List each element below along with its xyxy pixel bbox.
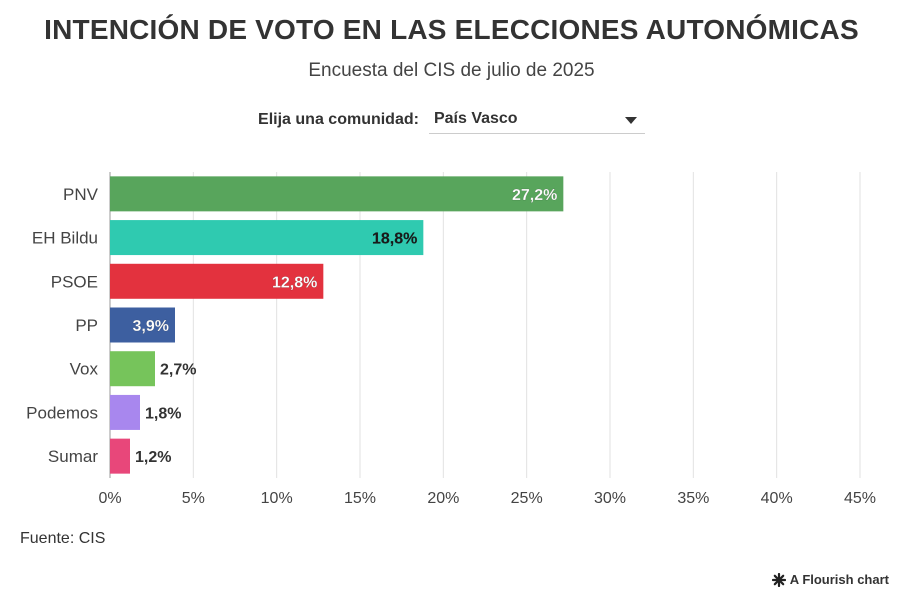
x-tick-label: 35% bbox=[677, 490, 709, 507]
chart-subtitle: Encuesta del CIS de julio de 2025 bbox=[308, 60, 595, 81]
x-tick-label: 20% bbox=[427, 490, 459, 507]
data-label: 2,7% bbox=[160, 362, 196, 379]
category-label: Podemos bbox=[26, 403, 98, 422]
flourish-credit[interactable]: A Flourish chart bbox=[771, 572, 889, 587]
category-label: PSOE bbox=[51, 272, 98, 291]
community-dropdown-value: País Vasco bbox=[433, 110, 518, 127]
x-tick-label: 40% bbox=[761, 490, 793, 507]
x-tick-label: 10% bbox=[261, 490, 293, 507]
bar bbox=[110, 263, 324, 299]
data-label: 3,9% bbox=[133, 318, 169, 335]
category-label: PP bbox=[75, 316, 98, 335]
data-label: 1,2% bbox=[135, 449, 171, 466]
category-label: Vox bbox=[70, 360, 99, 379]
chevron-down-icon bbox=[624, 117, 637, 124]
flourish-credit-label: A Flourish chart bbox=[789, 572, 889, 587]
bar bbox=[110, 351, 155, 387]
category-label: PNV bbox=[63, 185, 99, 204]
flourish-logo-icon bbox=[771, 572, 786, 587]
bar bbox=[110, 394, 140, 430]
category-label: EH Bildu bbox=[32, 229, 98, 248]
data-label: 1,8% bbox=[145, 405, 181, 422]
chart-title: INTENCIÓN DE VOTO EN LAS ELECCIONES AUTO… bbox=[44, 14, 859, 45]
x-tick-label: 0% bbox=[98, 490, 121, 507]
x-tick-label: 25% bbox=[511, 490, 543, 507]
community-selector-label: Elija una comunidad: bbox=[258, 111, 419, 128]
x-tick-label: 15% bbox=[344, 490, 376, 507]
community-dropdown[interactable]: País Vasco bbox=[428, 106, 645, 134]
community-selector: Elija una comunidad: País Vasco bbox=[0, 106, 903, 134]
data-label: 27,2% bbox=[512, 187, 557, 204]
bar bbox=[110, 176, 564, 212]
x-tick-label: 5% bbox=[182, 490, 205, 507]
data-label: 18,8% bbox=[372, 231, 417, 248]
bar bbox=[110, 220, 424, 256]
category-label: Sumar bbox=[48, 447, 98, 466]
bar bbox=[110, 307, 175, 343]
data-label: 12,8% bbox=[272, 274, 317, 291]
x-tick-label: 30% bbox=[594, 490, 626, 507]
x-tick-label: 45% bbox=[844, 490, 876, 507]
source-note: Fuente: CIS bbox=[20, 530, 106, 547]
bar bbox=[110, 438, 130, 474]
